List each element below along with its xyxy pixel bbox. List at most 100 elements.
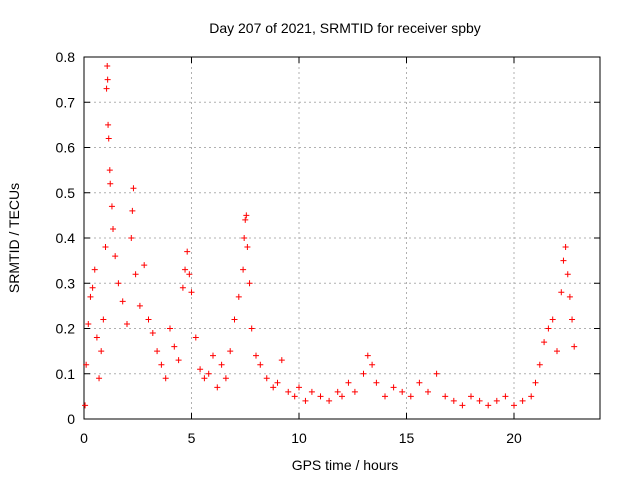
data-point bbox=[145, 316, 152, 323]
y-tick-label: 0 bbox=[67, 411, 75, 427]
data-point bbox=[351, 388, 358, 395]
data-point bbox=[162, 375, 169, 382]
data-point bbox=[571, 343, 578, 350]
data-point bbox=[128, 235, 135, 241]
x-tick-label: 10 bbox=[291, 430, 307, 446]
data-point bbox=[171, 343, 178, 350]
data-point bbox=[83, 361, 90, 368]
data-point bbox=[485, 402, 492, 409]
data-point bbox=[545, 325, 552, 332]
data-point bbox=[334, 388, 341, 395]
data-point bbox=[308, 388, 315, 395]
data-point bbox=[197, 366, 204, 373]
data-point bbox=[108, 203, 115, 210]
data-point bbox=[382, 393, 388, 400]
data-point bbox=[179, 284, 186, 291]
data-point bbox=[560, 257, 567, 264]
data-point bbox=[450, 397, 457, 404]
data-point bbox=[244, 244, 251, 251]
x-tick-label: 15 bbox=[399, 430, 415, 446]
data-point bbox=[218, 361, 225, 368]
data-point bbox=[270, 384, 277, 391]
data-point bbox=[326, 397, 333, 404]
axis-ticks bbox=[83, 56, 600, 420]
data-point bbox=[564, 271, 571, 278]
data-point bbox=[241, 235, 248, 241]
data-point bbox=[373, 379, 380, 386]
data-point bbox=[222, 375, 229, 382]
data-point bbox=[407, 393, 414, 400]
grid bbox=[84, 57, 600, 419]
y-tick-label: 0.2 bbox=[56, 321, 76, 337]
data-point bbox=[339, 393, 345, 400]
data-point bbox=[566, 293, 573, 300]
data-point bbox=[562, 244, 569, 251]
data-point bbox=[425, 388, 431, 395]
data-point bbox=[107, 180, 114, 187]
data-point bbox=[242, 216, 249, 223]
data-point bbox=[119, 298, 126, 305]
data-point bbox=[519, 397, 526, 404]
data-point bbox=[205, 370, 212, 377]
y-tick-label: 0.4 bbox=[56, 230, 76, 246]
data-point bbox=[103, 85, 110, 92]
data-point bbox=[91, 266, 98, 273]
data-point bbox=[253, 352, 259, 359]
data-point bbox=[263, 375, 270, 382]
data-point bbox=[459, 402, 466, 409]
data-point bbox=[96, 375, 103, 382]
data-point bbox=[399, 388, 406, 395]
data-point bbox=[105, 121, 112, 128]
y-tick-label: 0.7 bbox=[56, 94, 76, 110]
data-point bbox=[136, 302, 143, 309]
data-point bbox=[186, 271, 193, 278]
data-point bbox=[149, 330, 156, 337]
data-point bbox=[100, 316, 107, 323]
data-point bbox=[214, 384, 221, 391]
data-point bbox=[502, 393, 509, 400]
data-point bbox=[416, 379, 423, 386]
data-point bbox=[345, 379, 352, 386]
data-point bbox=[106, 167, 113, 174]
data-point bbox=[285, 388, 292, 395]
data-point bbox=[549, 316, 556, 323]
data-point bbox=[141, 262, 148, 269]
data-point bbox=[257, 361, 264, 368]
data-point bbox=[124, 320, 130, 327]
data-point bbox=[291, 393, 298, 400]
data-point bbox=[98, 348, 105, 355]
data-point bbox=[554, 348, 560, 355]
y-tick-label: 0.6 bbox=[56, 140, 76, 156]
data-point bbox=[210, 352, 216, 359]
data-point bbox=[132, 271, 139, 278]
y-tick-label: 0.5 bbox=[56, 185, 76, 201]
y-tick-label: 0.1 bbox=[56, 366, 76, 382]
data-point bbox=[243, 212, 250, 219]
data-point bbox=[558, 289, 565, 296]
axis-tick-labels: 0 5 10 15 20 0 0.1 0.2 0.3 0.4 0.5 0.6 0.7 0.8 bbox=[56, 49, 522, 446]
data-point bbox=[192, 334, 199, 341]
data-point bbox=[296, 384, 302, 391]
data-point bbox=[93, 334, 100, 341]
data-points bbox=[82, 63, 578, 409]
data-point bbox=[246, 280, 253, 287]
data-point bbox=[227, 348, 234, 355]
data-point bbox=[274, 379, 281, 386]
data-point bbox=[364, 352, 371, 359]
data-point bbox=[302, 397, 309, 404]
data-point bbox=[105, 135, 112, 142]
x-tick-label: 20 bbox=[506, 430, 522, 446]
data-point bbox=[158, 361, 165, 368]
data-point bbox=[442, 393, 449, 400]
data-point bbox=[104, 63, 111, 70]
data-point bbox=[129, 207, 136, 214]
chart-title: Day 207 of 2021, SRMTID for receiver spb… bbox=[209, 20, 481, 36]
data-point bbox=[476, 397, 483, 404]
data-point bbox=[569, 316, 576, 323]
data-point bbox=[104, 76, 111, 83]
data-point bbox=[231, 316, 238, 323]
data-point bbox=[536, 361, 543, 368]
x-axis-label: GPS time / hours bbox=[292, 457, 399, 473]
data-point bbox=[110, 225, 117, 232]
